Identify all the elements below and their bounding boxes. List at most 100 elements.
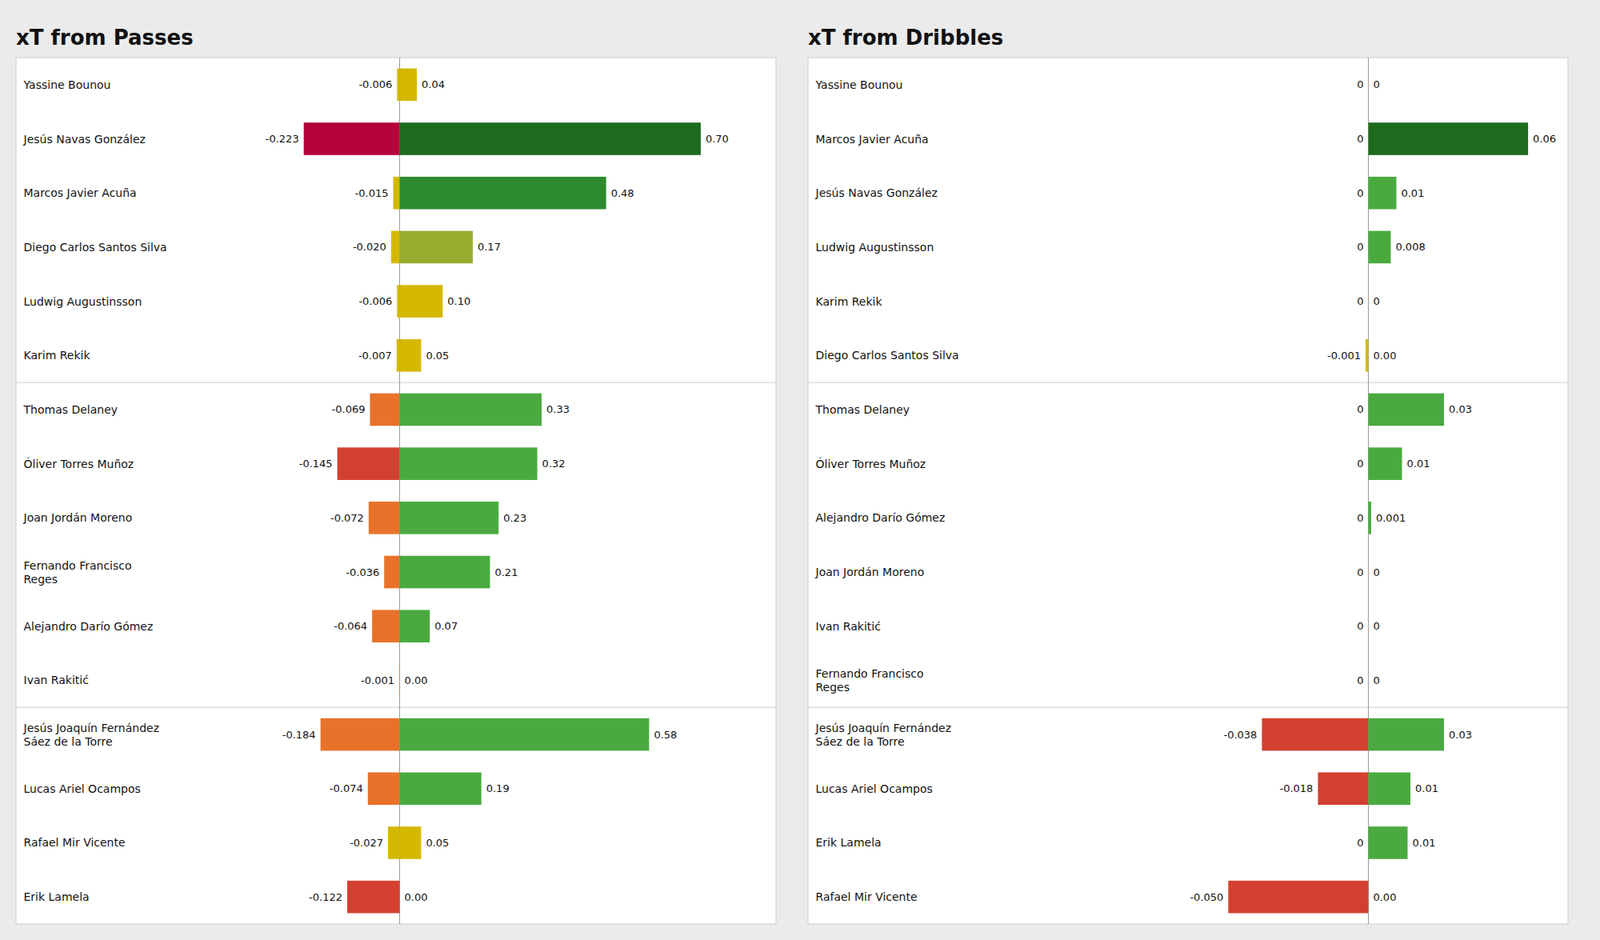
category-label: Yassine Bounou [23,78,112,92]
category-label: Fernando FranciscoReges [816,667,924,694]
category-label: Erik Lamela [24,890,90,904]
bar [1368,393,1444,427]
bar [1368,556,1369,589]
bar [400,176,607,210]
bar [1368,122,1528,156]
data-label: 0 [1356,620,1364,632]
category-label: Joan Jordán Moreno [23,511,133,524]
bar [372,609,400,643]
category-label: Thomas Delaney [815,403,911,416]
data-label: -0.074 [329,782,364,795]
bar [304,122,400,156]
category-label: Fernando FranciscoReges [24,559,132,586]
bar [400,231,473,264]
bar [337,447,400,480]
data-label: 0 [1356,512,1364,524]
bar [1368,664,1369,697]
data-label: 0.06 [1532,132,1556,145]
bar [400,339,422,372]
category-label: Óliver Torres Muñoz [24,456,135,471]
data-label: 0.07 [434,620,458,632]
bar [1368,231,1391,264]
data-label: -0.064 [333,620,368,632]
data-label: -0.015 [355,187,389,200]
category-label: Jesús Joaquín FernándezSáez de la Torre [23,721,160,748]
data-label: -0.006 [358,78,392,91]
bar [1261,718,1368,752]
bar [1368,880,1369,914]
data-label: 0.00 [1372,891,1396,904]
category-label: Karim Rekik [816,295,884,308]
bar [1368,339,1369,372]
bar [369,393,400,427]
category-label: Óliver Torres Muñoz [816,456,927,471]
category-label: Karim Rekik [24,348,92,362]
data-label: 0 [1372,566,1380,579]
data-label: 0.00 [404,891,428,904]
bar [400,718,650,752]
data-label: 0.05 [425,349,449,362]
data-label: -0.020 [352,240,387,253]
data-label: 0 [1356,457,1364,470]
category-label: Thomas Delaney [23,403,119,416]
data-label: 0 [1372,620,1380,632]
title: xT from Dribbles [808,25,1004,50]
bar [1368,556,1369,589]
data-label: -0.018 [1279,782,1313,795]
data-label: 0.23 [503,512,527,524]
data-label: 0.10 [447,295,471,308]
panel: xT from Dribbles Yassine BounouMarcos Jav… [808,25,1568,924]
bar [1368,284,1369,318]
bar [1368,609,1369,643]
data-label: 0 [1372,295,1380,308]
data-label: 0.01 [1412,836,1436,849]
category-label: Alejandro Darío Gómez [24,620,154,633]
bar [396,284,400,318]
data-label: 0.008 [1395,240,1425,253]
data-label: 0 [1356,132,1364,145]
bar [400,772,482,805]
bar [400,447,538,480]
data-label: 0.01 [1406,457,1430,470]
bar [400,826,422,860]
bars [1228,122,1528,913]
bar [384,556,400,589]
data-label: -0.050 [1189,891,1224,904]
bar [1368,501,1372,535]
bar [400,393,542,427]
data-label: 0 [1356,403,1364,416]
bar [400,556,491,589]
plot-frame [16,57,776,924]
plot-frame [808,57,1568,924]
bar [1368,447,1402,480]
category-label: Ludwig Augustinsson [24,295,143,308]
data-label: 0 [1356,295,1364,308]
data-label: 0.00 [1372,349,1396,362]
bar [400,122,701,156]
bar [1317,772,1368,805]
bar [400,501,500,535]
data-label: -0.001 [360,674,395,687]
data-label: 0 [1356,566,1364,579]
labels: Yassine BounouMarcos Javier AcuñaJesús N… [815,78,1557,904]
data-label: -0.184 [282,728,316,741]
bar [1368,68,1369,102]
bar [1368,609,1369,643]
data-label: -0.038 [1223,728,1257,741]
data-label: -0.001 [1327,349,1361,362]
category-label: Rafael Mir Vicente [24,836,126,849]
data-label: 0.04 [421,78,445,91]
bar [399,880,400,914]
bar [1368,176,1396,210]
bar [368,772,400,805]
data-label: 0.21 [494,566,518,579]
bar [396,339,400,372]
category-label: Joan Jordán Moreno [815,565,925,579]
category-label: Diego Carlos Santos Silva [24,240,168,254]
group-separator [808,382,1568,384]
data-label: -0.006 [358,295,392,308]
category-label: Rafael Mir Vicente [816,890,918,904]
bar [400,284,444,318]
panel: xT from PassesYassine BounouJesús Navas … [16,25,776,924]
data-label: 0.70 [705,132,729,145]
